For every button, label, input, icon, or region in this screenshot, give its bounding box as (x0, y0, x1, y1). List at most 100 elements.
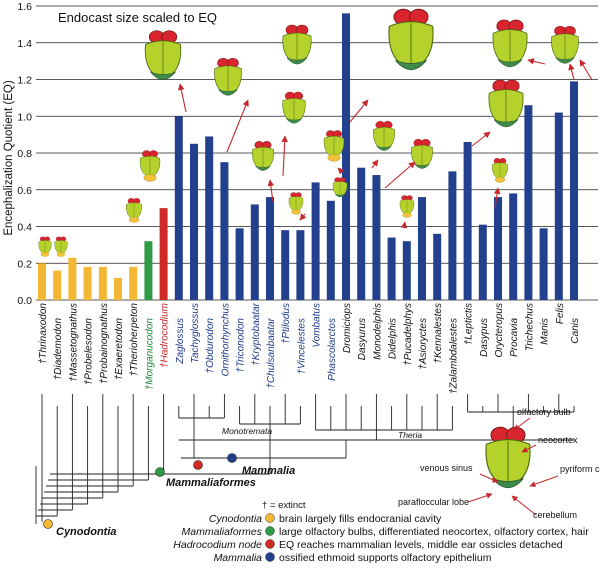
anatomy-label-parafloccular-lobe: parafloccular lobe (398, 497, 469, 507)
anatomy-pointer (511, 495, 537, 516)
taxon-label: †Vincelestes (296, 318, 307, 375)
phylogenetic-tree (35, 394, 575, 529)
legend-description: large olfactory bulbs, differentiated ne… (279, 526, 589, 538)
endocast-icon (214, 57, 242, 96)
anatomy-endocast-shape (485, 426, 531, 489)
bar (539, 228, 548, 300)
taxon-label: Procavia (509, 318, 520, 357)
taxon-label: Trichechus (524, 303, 535, 351)
node-mammalia (227, 453, 237, 463)
legend-clade: Mammaliaformes (181, 526, 262, 538)
taxon-label: †Morganucodon (144, 318, 155, 391)
bar (38, 263, 46, 300)
taxon-label: †Pucadelphys (403, 303, 414, 366)
endocast-arrow (337, 167, 345, 175)
endocast-arrow (281, 135, 288, 177)
anatomy-label-olfactory-bulb: olfactory bulb (517, 407, 571, 417)
anatomy-label-neocortex: neocortex (538, 435, 578, 445)
bars (38, 13, 578, 301)
y-tick-label: 1.4 (17, 38, 32, 50)
taxon-label: †Massetognathus (68, 303, 79, 382)
taxon-label: †Zalambdalestes (448, 318, 459, 394)
endocast-icon (288, 192, 304, 215)
endocast-icon (282, 91, 306, 124)
bar (478, 224, 487, 300)
bar (448, 171, 457, 300)
taxon-label: Dromiciops (342, 303, 353, 353)
taxon-label: †Ptilodus (281, 303, 292, 344)
bar (433, 233, 442, 300)
taxon-label: Vombatus (312, 303, 323, 348)
taxon-label: Tachyglossus (190, 303, 201, 363)
bar (524, 105, 533, 300)
grid-lines (36, 5, 598, 301)
bar (266, 197, 274, 300)
bar (174, 116, 183, 300)
bar (387, 237, 396, 300)
legend-description: ossified ethmoid supports olfactory epit… (279, 552, 492, 564)
legend-dot (265, 539, 275, 549)
endocast-icon (551, 25, 579, 64)
y-tick-label: 1.6 (17, 1, 32, 13)
taxon-label: Ornithorhynchus (220, 303, 231, 376)
endocast-icon (139, 150, 161, 182)
endocast-arrow (527, 58, 546, 65)
bar (53, 270, 62, 300)
bar (311, 182, 320, 300)
bar (570, 81, 578, 301)
bar (68, 257, 77, 300)
endocast-arrow (493, 187, 501, 209)
endocast-icon (144, 30, 182, 80)
y-tick-label: 0.4 (17, 222, 32, 234)
endocast-arrow (471, 131, 491, 147)
taxon-label: Monodelphis (372, 303, 383, 360)
endocast-icon (125, 198, 143, 223)
bar (402, 241, 411, 300)
bar (83, 266, 92, 300)
taxon-label: †Kryptobaatar (251, 302, 262, 365)
legend-dot (265, 513, 275, 523)
clade-label-mammaliaformes: Mammaliaformes (166, 477, 256, 489)
endocast-icon (492, 19, 528, 68)
bar (418, 197, 426, 300)
endocast-icon (491, 158, 509, 183)
taxon-label: †Triconodon (236, 318, 247, 373)
taxon-label: Dasyurus (357, 318, 368, 360)
anatomy-pointer (529, 475, 559, 488)
bar (463, 141, 472, 300)
y-tick-label: 0.8 (17, 148, 32, 160)
taxon-label: Phascolarctos (327, 318, 338, 381)
bar (326, 200, 335, 300)
anatomy-pointer (513, 417, 531, 431)
node-cynodontia (43, 519, 53, 529)
bar (296, 230, 305, 300)
bar (144, 241, 153, 300)
bar (494, 197, 502, 300)
bar (342, 13, 350, 300)
bar (159, 208, 168, 300)
endocast-icon (252, 141, 274, 171)
taxon-label: †Probainognathus (99, 303, 110, 384)
bar (98, 266, 107, 300)
anatomy-pointer (479, 473, 499, 483)
endocast-icon (411, 139, 433, 169)
taxon-label: †Kennalestes (433, 303, 444, 364)
clade-label-cynodontia: Cynodontia (56, 526, 117, 538)
taxon-label: †Leptictis (464, 303, 475, 345)
bar (114, 277, 122, 300)
endocast-arrow (579, 59, 593, 81)
endocast-icon (54, 236, 68, 257)
endocast-icon (488, 79, 524, 128)
node-hadrocodium (193, 460, 203, 470)
endocast-icon (282, 24, 312, 65)
bar (554, 112, 563, 300)
endocast-icon (323, 130, 345, 162)
anatomy-label-cerebellum: cerebellum (533, 510, 577, 520)
taxon-label: †Asioryctes (418, 318, 429, 370)
clade-label-mammalia: Mammalia (242, 465, 295, 477)
y-tick-label: 1.2 (17, 75, 32, 87)
endocast-arrow (349, 99, 369, 123)
anatomy-label-venous-sinus: venous sinus (420, 463, 473, 473)
endocast-arrow (299, 213, 307, 221)
y-axis: 0.0 0.2 0.4 0.6 0.8 1.0 1.2 1.4 1.6 (17, 1, 32, 307)
